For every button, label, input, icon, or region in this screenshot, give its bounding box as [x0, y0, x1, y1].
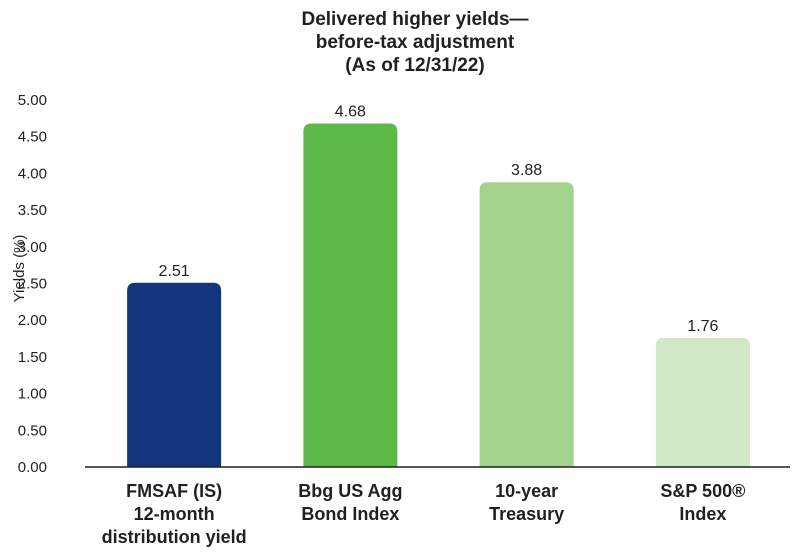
x-category-label-1-0: Bbg US Agg [298, 481, 402, 501]
chart-title-line-1: Delivered higher yields— [301, 9, 529, 30]
y-axis-label: Yields (%) [11, 235, 28, 303]
bar-0 [127, 282, 222, 467]
chart-title: Delivered higher yields— before-tax adju… [250, 8, 580, 77]
y-tick-label-4: 2.00 [18, 312, 47, 329]
y-tick-label-0: 0.00 [18, 459, 47, 476]
x-category-label-1-1: Bond Index [301, 504, 399, 524]
y-tick-label-10: 5.00 [18, 92, 47, 109]
chart-title-line-2: before-tax adjustment [315, 32, 515, 53]
y-tick-label-9: 4.50 [18, 129, 47, 146]
y-tick-label-5: 2.50 [18, 276, 47, 293]
x-category-label-2-0: 10-year [495, 481, 558, 501]
bar-value-label-1: 4.68 [335, 103, 366, 120]
y-tick-label-1: 0.50 [18, 422, 47, 439]
bar-1 [303, 123, 398, 467]
bar-value-label-2: 3.88 [511, 162, 542, 179]
y-tick-label-3: 1.50 [18, 349, 47, 366]
bar-3 [655, 337, 750, 467]
bar-value-label-0: 2.51 [159, 263, 190, 280]
bar-2 [479, 182, 574, 467]
y-tick-label-2: 1.00 [18, 386, 47, 403]
x-category-label-3-0: S&P 500® [660, 481, 745, 501]
x-category-label-0-0: FMSAF (IS) [126, 481, 222, 501]
y-tick-label-7: 3.50 [18, 202, 47, 219]
x-category-label-0-2: distribution yield [102, 527, 247, 547]
y-tick-label-8: 4.00 [18, 165, 47, 182]
chart-title-line-3: (As of 12/31/22) [345, 55, 485, 76]
y-tick-label-6: 3.00 [18, 239, 47, 256]
x-category-label-0-1: 12-month [134, 504, 215, 524]
x-category-label-3-1: Index [679, 504, 726, 524]
bar-value-label-3: 1.76 [687, 318, 718, 335]
x-category-label-2-1: Treasury [489, 504, 564, 524]
